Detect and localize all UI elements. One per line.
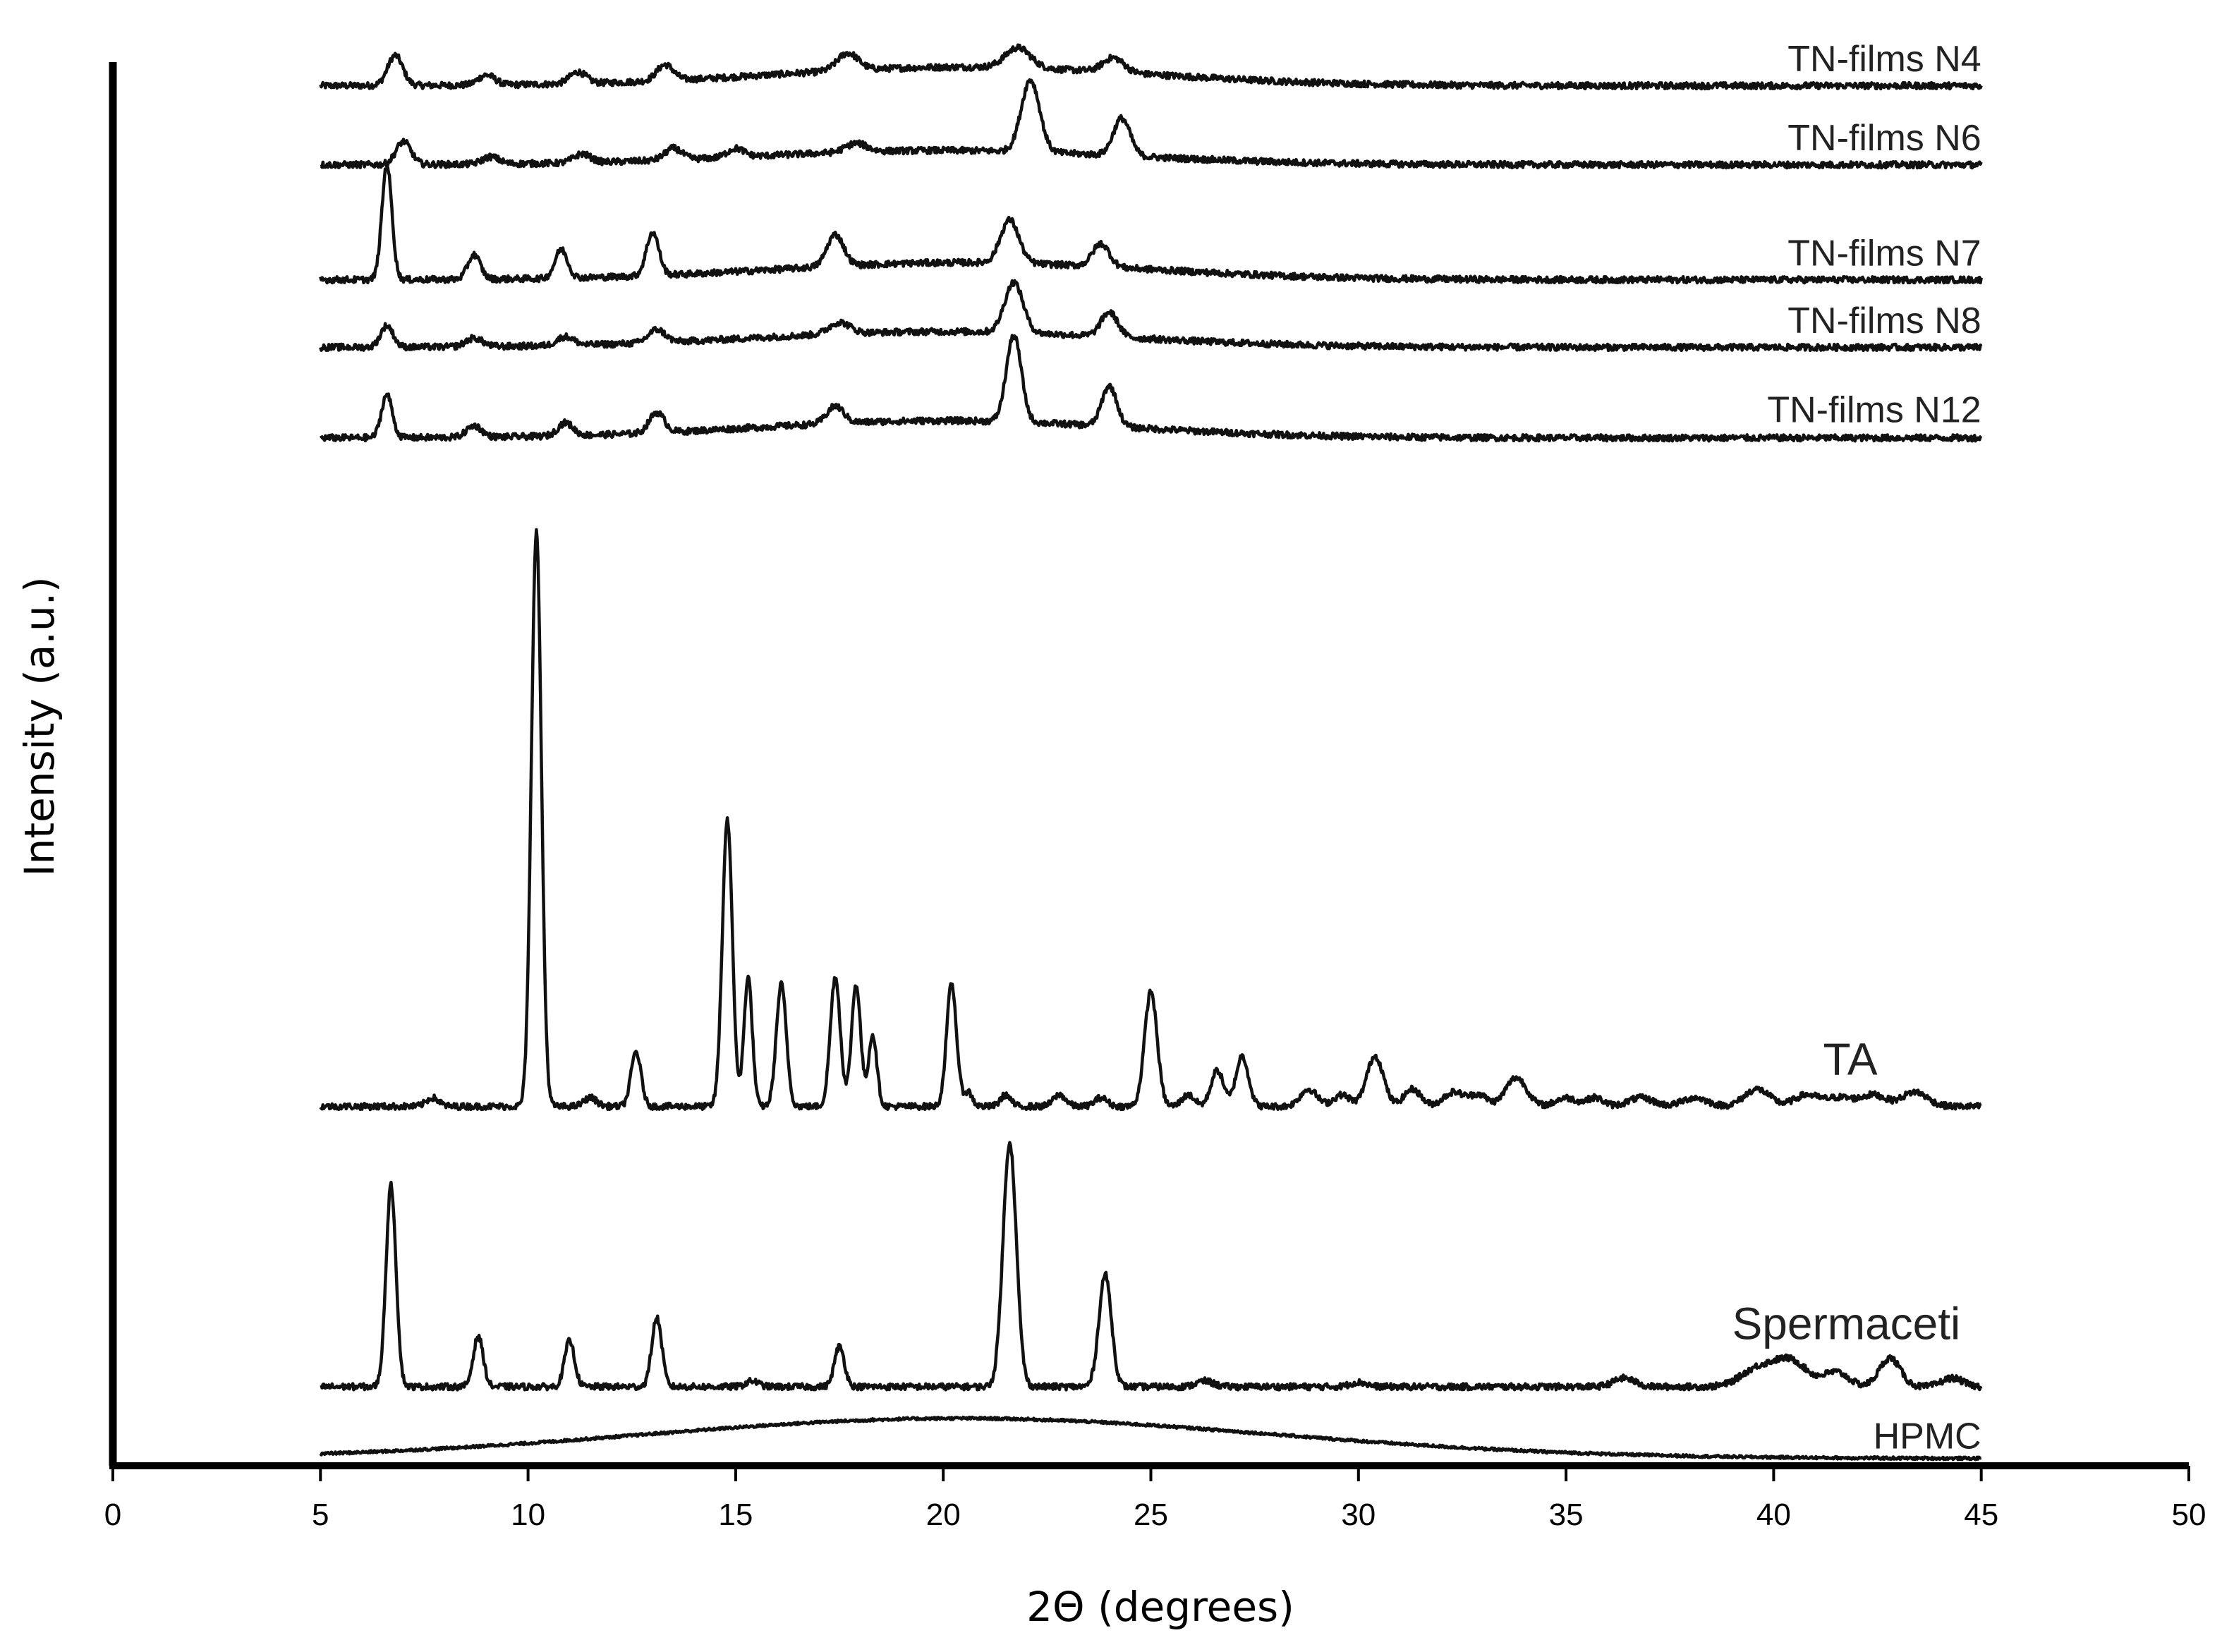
series-line-spermaceti	[320, 1141, 1983, 1392]
series-labels: TN-films N4 TN-films N6 TN-films N7 TN-film…	[1732, 39, 1981, 1457]
series-line-tn-films-n12	[319, 334, 1983, 443]
x-tick-label-15: 15	[718, 1498, 753, 1532]
series-label-ta: TA	[1823, 1034, 1878, 1085]
x-ticks	[111, 1466, 2190, 1481]
x-tick-label-30: 30	[1341, 1498, 1376, 1532]
x-tick-label-0: 0	[104, 1498, 121, 1532]
series-label-tn-films-n12: TN-films N12	[1767, 389, 1981, 430]
series-line-tn-films-n8	[319, 279, 1983, 353]
x-tick-labels: 0 5 10 15 20 25 30 35 40 45 50	[104, 1498, 2206, 1532]
series-label-tn-films-n6: TN-films N6	[1787, 118, 1981, 159]
x-tick-label-45: 45	[1964, 1498, 1998, 1532]
x-axis-title: 2Θ (degrees)	[1026, 1583, 1294, 1631]
x-tick-label-35: 35	[1549, 1498, 1584, 1532]
x-tick-label-5: 5	[312, 1498, 329, 1532]
series-label-tn-films-n8: TN-films N8	[1787, 300, 1981, 341]
x-tick-label-40: 40	[1756, 1498, 1791, 1532]
series-line-tn-films-n6	[320, 78, 1983, 170]
series-traces	[319, 43, 1983, 1462]
series-label-spermaceti: Spermaceti	[1732, 1299, 1961, 1349]
x-tick-label-10: 10	[511, 1498, 545, 1532]
y-axis-title: Intensity (a.u.)	[16, 576, 63, 876]
x-tick-label-25: 25	[1134, 1498, 1168, 1532]
x-tick-label-20: 20	[926, 1498, 961, 1532]
series-line-tn-films-n7	[319, 164, 1983, 285]
x-tick-label-50: 50	[2172, 1498, 2206, 1532]
series-label-tn-films-n4: TN-films N4	[1787, 39, 1981, 80]
series-label-tn-films-n7: TN-films N7	[1787, 233, 1981, 274]
series-label-hpmc: HPMC	[1874, 1416, 1981, 1457]
plot-area: 0 5 10 15 20 25 30 35 40 45 50 TN-films N4TN-films…	[104, 39, 2206, 1532]
series-line-tn-films-n4	[319, 43, 1983, 91]
series-line-hpmc	[319, 1415, 1982, 1462]
series-line-ta	[319, 528, 1982, 1112]
